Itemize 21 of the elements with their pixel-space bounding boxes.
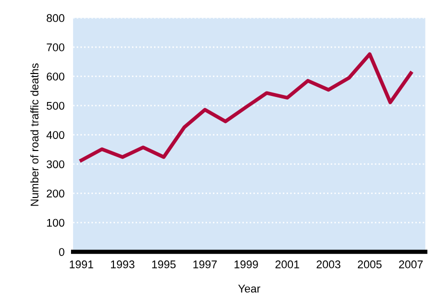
x-tick-label: 2001 (275, 260, 300, 268)
line-series (80, 52, 413, 162)
y-tick-label: 500 (46, 102, 64, 110)
y-tick-label: 100 (47, 218, 64, 227)
y-tick-label: 300 (46, 160, 64, 168)
y-tick-label: 0 (59, 248, 64, 256)
x-tick-label: 1997 (193, 260, 217, 268)
y-tick-label: 700 (46, 43, 64, 52)
x-tick-label: 2005 (358, 260, 382, 268)
y-tick-label: 200 (46, 190, 64, 198)
x-tick-label: 1993 (111, 260, 134, 268)
x-axis-title: Year (238, 284, 260, 293)
x-tick-label: 1995 (152, 260, 176, 268)
y-axis-title: Number of road traffic deaths (30, 63, 38, 206)
y-tick-label: 800 (46, 14, 64, 22)
y-tick-label: 600 (46, 72, 64, 80)
y-tick-label: 400 (46, 131, 64, 139)
x-tick-label: 2007 (399, 260, 423, 268)
x-tick-label: 1991 (70, 260, 94, 268)
x-tick-label: 2003 (316, 260, 340, 268)
x-tick-label: 1999 (234, 260, 258, 268)
